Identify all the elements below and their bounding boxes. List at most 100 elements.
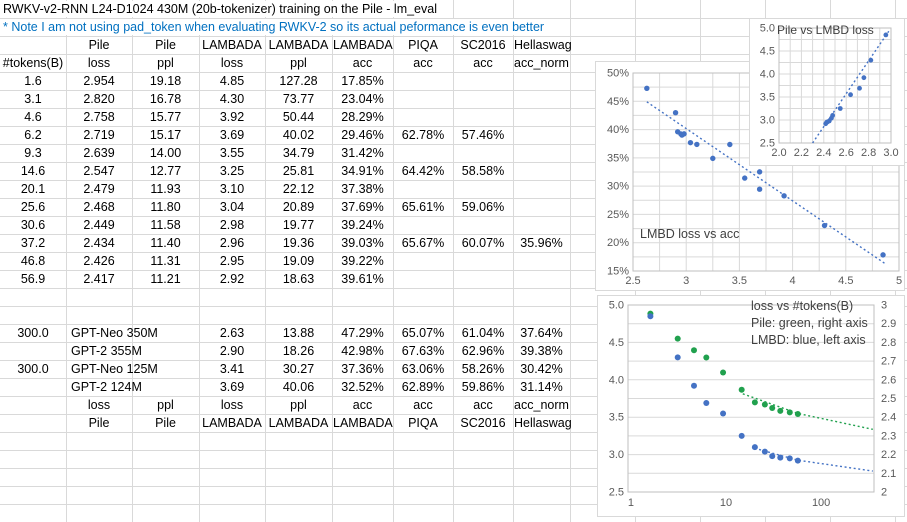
- table-footer-cell[interactable]: loss: [220, 398, 244, 412]
- table-cell[interactable]: 18.26: [282, 344, 315, 358]
- table-cell[interactable]: 15.77: [149, 110, 182, 124]
- table-cell[interactable]: 35.96%: [520, 236, 563, 250]
- table-cell[interactable]: 2.98: [219, 218, 245, 232]
- table-cell[interactable]: 3.04: [219, 200, 245, 214]
- table-cell[interactable]: 67.63%: [401, 344, 445, 358]
- table-header-cell[interactable]: SC2016: [460, 38, 506, 52]
- table-cell[interactable]: 63.06%: [401, 362, 445, 376]
- table-cell[interactable]: 11.40: [150, 236, 181, 250]
- table-footer-cell[interactable]: acc: [352, 398, 373, 412]
- table-cell[interactable]: 58.26%: [461, 362, 505, 376]
- table-cell[interactable]: 19.09: [282, 254, 315, 268]
- table-header-cell[interactable]: LAMBADA: [202, 38, 262, 52]
- table-cell[interactable]: GPT-2 124M: [71, 380, 142, 394]
- table-header-cell[interactable]: Pile: [88, 38, 110, 52]
- table-header-cell[interactable]: acc: [473, 56, 493, 70]
- table-cell[interactable]: 11.93: [150, 182, 181, 196]
- table-cell[interactable]: 40.06: [282, 380, 315, 394]
- table-cell[interactable]: 60.07%: [461, 236, 505, 250]
- table-cell[interactable]: 39.61%: [341, 272, 384, 286]
- table-cell[interactable]: 2.479: [83, 182, 115, 196]
- sheet-title[interactable]: RWKV-v2-RNN L24-D1024 430M (20b-tokenize…: [1, 1, 439, 17]
- table-cell[interactable]: 4.6: [24, 110, 42, 124]
- table-cell[interactable]: 11.58: [150, 218, 181, 232]
- table-cell[interactable]: 19.36: [282, 236, 315, 250]
- table-header-cell[interactable]: #tokens(B): [2, 56, 64, 70]
- chart-pile-vs-lmbd-loss[interactable]: 2.0 2.2 2.4 2.6 2.8 3.0 2.5 3.0 3.5 4.0 4.5 5.0 Pile…: [749, 18, 905, 166]
- table-footer-cell[interactable]: loss: [87, 398, 111, 412]
- table-cell[interactable]: 11.80: [150, 200, 181, 214]
- table-header-cell[interactable]: loss: [87, 56, 111, 70]
- table-cell[interactable]: 23.04%: [341, 92, 384, 106]
- table-cell[interactable]: 31.14%: [520, 380, 563, 394]
- table-cell[interactable]: 30.6: [20, 218, 46, 232]
- table-cell[interactable]: 3.25: [219, 164, 245, 178]
- table-footer-cell[interactable]: PIQA: [408, 416, 438, 430]
- sheet-note[interactable]: * Note I am not using pad_token when eva…: [1, 19, 547, 35]
- table-cell[interactable]: 57.46%: [461, 128, 505, 142]
- table-cell[interactable]: 2.426: [83, 254, 115, 268]
- table-cell[interactable]: 30.27: [282, 362, 315, 376]
- table-cell[interactable]: 22.12: [282, 182, 315, 196]
- table-cell[interactable]: 3.41: [219, 362, 245, 376]
- table-header-cell[interactable]: ppl: [157, 56, 174, 70]
- table-footer-cell[interactable]: acc: [473, 398, 493, 412]
- table-footer-cell[interactable]: acc: [413, 398, 433, 412]
- table-cell[interactable]: 2.468: [83, 200, 115, 214]
- table-cell[interactable]: 20.89: [282, 200, 315, 214]
- table-footer-cell[interactable]: acc_norm: [514, 398, 569, 412]
- table-cell[interactable]: 39.38%: [520, 344, 563, 358]
- table-cell[interactable]: 47.29%: [341, 326, 384, 340]
- chart-loss-vs-tokens[interactable]: 1 10 100 2.5 3.0 3.5 4.0 4.5 5.0 2 2.1 2.2 2.3 2.4 2.5…: [597, 295, 905, 517]
- table-cell[interactable]: 3.69: [219, 380, 245, 394]
- table-cell[interactable]: 56.9: [20, 272, 46, 286]
- table-cell[interactable]: 2.954: [83, 74, 115, 88]
- table-cell[interactable]: 19.18: [149, 74, 182, 88]
- table-header-cell[interactable]: Hellaswag: [514, 38, 572, 52]
- table-cell[interactable]: 13.88: [282, 326, 315, 340]
- table-cell[interactable]: 37.38%: [341, 182, 384, 196]
- table-cell[interactable]: 2.96: [219, 236, 245, 250]
- table-cell[interactable]: 18.63: [282, 272, 315, 286]
- table-cell[interactable]: 29.46%: [341, 128, 384, 142]
- table-cell[interactable]: 2.547: [83, 164, 115, 178]
- table-footer-cell[interactable]: SC2016: [460, 416, 506, 430]
- table-cell[interactable]: GPT-Neo 125M: [71, 362, 158, 376]
- table-header-cell[interactable]: Pile: [155, 38, 176, 52]
- table-cell[interactable]: 3.10: [219, 182, 245, 196]
- table-cell[interactable]: 28.29%: [341, 110, 384, 124]
- table-cell[interactable]: 14.6: [20, 164, 46, 178]
- table-cell[interactable]: 11.21: [150, 272, 181, 286]
- table-cell[interactable]: 9.3: [24, 146, 42, 160]
- table-cell[interactable]: 3.69: [219, 128, 245, 142]
- table-cell[interactable]: 39.24%: [341, 218, 384, 232]
- table-footer-cell[interactable]: Hellaswag: [514, 416, 572, 430]
- table-cell[interactable]: 14.00: [149, 146, 182, 160]
- table-cell[interactable]: 2.90: [219, 344, 245, 358]
- table-cell[interactable]: 2.417: [83, 272, 115, 286]
- table-cell[interactable]: 2.719: [83, 128, 115, 142]
- table-cell[interactable]: 59.06%: [461, 200, 505, 214]
- table-cell[interactable]: 4.30: [219, 92, 245, 106]
- table-cell[interactable]: 31.42%: [341, 146, 384, 160]
- table-cell[interactable]: 62.78%: [401, 128, 445, 142]
- table-header-cell[interactable]: loss: [220, 56, 244, 70]
- table-cell[interactable]: 11.31: [150, 254, 181, 268]
- table-cell[interactable]: 62.89%: [401, 380, 445, 394]
- table-cell[interactable]: 12.77: [149, 164, 182, 178]
- table-cell[interactable]: 34.79: [282, 146, 315, 160]
- table-cell[interactable]: 61.04%: [461, 326, 505, 340]
- table-cell[interactable]: 127.28: [279, 74, 318, 88]
- table-footer-cell[interactable]: LAMBADA: [268, 416, 329, 430]
- table-footer-cell[interactable]: LAMBADA: [333, 416, 393, 430]
- table-cell[interactable]: 1.6: [24, 74, 42, 88]
- table-cell[interactable]: 46.8: [20, 254, 46, 268]
- table-header-cell[interactable]: LAMBADA: [268, 38, 329, 52]
- table-cell[interactable]: 42.98%: [341, 344, 384, 358]
- table-cell[interactable]: 17.85%: [341, 74, 384, 88]
- table-cell[interactable]: 2.434: [83, 236, 115, 250]
- table-cell[interactable]: 20.1: [20, 182, 46, 196]
- table-cell[interactable]: GPT-2 355M: [71, 344, 142, 358]
- table-cell[interactable]: 39.22%: [341, 254, 384, 268]
- table-cell[interactable]: 37.64%: [520, 326, 563, 340]
